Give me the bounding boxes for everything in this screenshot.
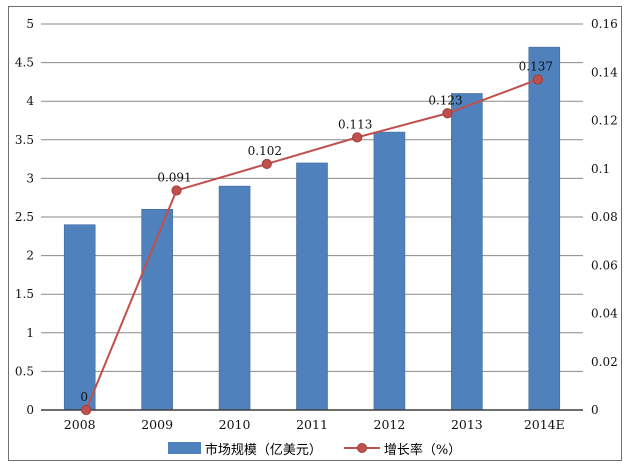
data-label-5: 0.137 [519, 59, 553, 73]
bar-series-swatch-icon [167, 442, 201, 454]
left-axis-tick: 1.5 [15, 287, 34, 301]
right-axis-tick: 0.1 [591, 162, 610, 176]
left-axis-tick: 2.5 [15, 210, 34, 224]
line-marker-2 [261, 158, 272, 170]
right-axis-tick: 0.04 [591, 307, 618, 321]
right-axis-tick: 0.12 [591, 114, 618, 128]
x-label-2012: 2012 [374, 417, 406, 432]
line-marker-3 [352, 132, 363, 143]
bar-2010 [218, 185, 251, 411]
right-axis-tick: 0.02 [591, 355, 618, 369]
right-axis-tick: 0.14 [591, 65, 618, 79]
line-marker-4 [442, 108, 453, 119]
legend-item-market-size: 市场规模（亿美元） [167, 439, 322, 458]
bar-2013 [451, 93, 483, 411]
x-axis-labels: 2008 2009 2010 2011 2012 2013 2014E [64, 417, 565, 432]
bar-2012 [373, 131, 406, 411]
line-data-labels: 0 0.091 0.102 0.113 0.123 0.137 [80, 59, 553, 404]
x-label-2010: 2010 [219, 417, 251, 432]
left-axis-tick: 5 [26, 17, 34, 31]
left-axis-tick: 4 [26, 94, 34, 108]
x-label-2013: 2013 [451, 417, 483, 432]
line-marker-1 [171, 185, 182, 196]
left-axis-tick: 0.5 [15, 364, 34, 378]
line-marker-icon [356, 443, 367, 453]
x-label-2009: 2009 [141, 417, 173, 432]
left-axis-tick: 3 [26, 171, 34, 185]
right-axis-tick: 0.06 [591, 258, 618, 272]
left-axis-tick: 1 [26, 326, 34, 340]
line-series [81, 74, 543, 416]
right-axis-tick: 0.16 [591, 17, 618, 31]
left-axis-tick-labels: 5 4.5 4 3.5 3 2.5 2 1.5 1 0.5 0 [15, 17, 34, 417]
x-label-2008: 2008 [64, 417, 96, 432]
x-label-2011: 2011 [296, 417, 328, 432]
data-label-2: 0.102 [248, 144, 282, 158]
data-label-3: 0.113 [338, 117, 372, 131]
line-series-swatch-icon [343, 442, 380, 454]
x-label-2014E: 2014E [524, 417, 565, 432]
data-label-1: 0.091 [157, 170, 191, 184]
line-marker-5 [532, 74, 543, 85]
right-axis-tick: 0 [591, 403, 599, 417]
left-axis-tick: 0 [26, 403, 34, 417]
left-axis-tick: 4.5 [15, 56, 34, 70]
right-axis-tick-labels: 0.16 0.14 0.12 0.1 0.08 0.06 0.04 0.02 0 [591, 17, 618, 417]
legend: 市场规模（亿美元） 增长率（%） [0, 438, 629, 458]
line-marker-0 [81, 404, 92, 416]
left-axis-tick: 3.5 [15, 133, 34, 147]
legend-label-growth-rate: 增长率（%） [383, 442, 462, 458]
bar-2008 [63, 224, 96, 411]
left-axis-tick: 2 [26, 249, 34, 263]
data-label-0: 0 [80, 390, 88, 404]
legend-label-market-size: 市场规模（亿美元） [204, 442, 322, 458]
growth-line [85, 78, 539, 411]
bar-2011 [296, 162, 328, 411]
bar-2014E [528, 46, 561, 411]
legend-item-growth-rate: 增长率（%） [343, 439, 462, 458]
data-label-4: 0.123 [428, 93, 462, 107]
right-axis-tick: 0.08 [591, 210, 618, 224]
